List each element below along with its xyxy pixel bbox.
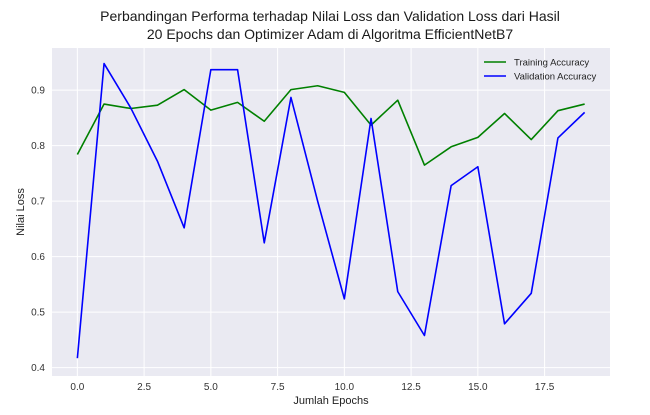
plot-area [52, 48, 610, 376]
x-tick-label: 17.5 [535, 382, 555, 393]
x-tick-labels: 0.0 2.5 5.0 7.5 10.0 12.5 15.0 17.5 [70, 382, 554, 393]
legend: Training Accuracy Validation Accuracy [484, 58, 596, 83]
y-tick-label: 0.8 [31, 141, 45, 152]
y-tick-label: 0.7 [31, 197, 45, 208]
y-axis-label: Nilai Loss [15, 188, 27, 236]
x-tick-label: 7.5 [271, 382, 285, 393]
y-tick-label: 0.4 [31, 363, 45, 374]
y-tick-label: 0.9 [31, 86, 45, 97]
x-tick-label: 0.0 [70, 382, 84, 393]
grid-lines [52, 48, 610, 376]
legend-label: Validation Accuracy [514, 72, 596, 83]
chart-title-line-2: 20 Epochs dan Optimizer Adam di Algoritm… [147, 26, 513, 42]
chart-title-line-1: Perbandingan Performa terhadap Nilai Los… [100, 8, 560, 24]
series-line-training-accuracy [76, 84, 585, 166]
y-tick-label: 0.5 [31, 308, 45, 319]
x-tick-label: 5.0 [204, 382, 218, 393]
y-tick-labels: 0.4 0.5 0.6 0.7 0.8 0.9 [31, 86, 45, 374]
series-line-validation-accuracy [76, 62, 586, 359]
x-axis-label: Jumlah Epochs [293, 395, 369, 407]
series-lines [76, 62, 586, 359]
legend-label: Training Accuracy [514, 58, 589, 69]
x-tick-label: 12.5 [401, 382, 421, 393]
x-tick-label: 15.0 [468, 382, 488, 393]
y-tick-label: 0.6 [31, 252, 45, 263]
x-tick-label: 2.5 [137, 382, 151, 393]
x-tick-label: 10.0 [335, 382, 355, 393]
